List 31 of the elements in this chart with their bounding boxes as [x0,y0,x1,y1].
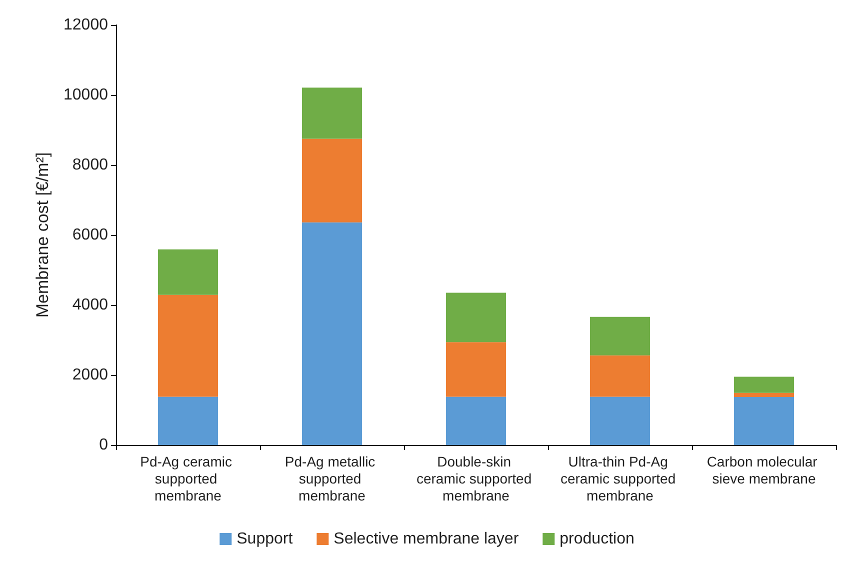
bar [590,396,650,445]
y-tick-label: 6000 [72,226,108,244]
bar [302,222,362,445]
legend-label: Selective membrane layer [334,530,520,548]
x-tick-label: Pd-Ag ceramic supported membrane [140,454,236,504]
bar [158,396,218,445]
bar [590,316,650,356]
x-tick-label: Carbon molecular sieve membrane [706,454,822,486]
bar [302,138,362,222]
bar [302,88,362,139]
y-tick-label: 8000 [72,156,108,174]
bar [590,355,650,397]
bar [734,397,794,445]
bar [734,392,794,398]
y-tick-label: 0 [99,436,108,454]
y-tick-label: 2000 [72,366,108,384]
y-axis-title: Membrane cost [€/m²] [33,152,52,318]
bar [446,342,506,397]
x-tick-label: Ultra-thin Pd-Ag ceramic supported membrane [560,454,680,504]
x-tick-label: Double-skin ceramic supported membrane [416,454,536,504]
x-tick-label: Pd-Ag metallic supported membrane [284,454,380,504]
legend-label: production [560,530,634,548]
bar [158,249,218,295]
y-tick-label: 12000 [64,16,108,34]
bar [446,292,506,342]
bar [158,294,218,397]
legend-label: Support [236,530,294,548]
y-tick-label: 10000 [64,86,108,104]
bar [734,376,794,393]
bar [446,396,506,445]
y-tick-label: 4000 [72,296,108,314]
